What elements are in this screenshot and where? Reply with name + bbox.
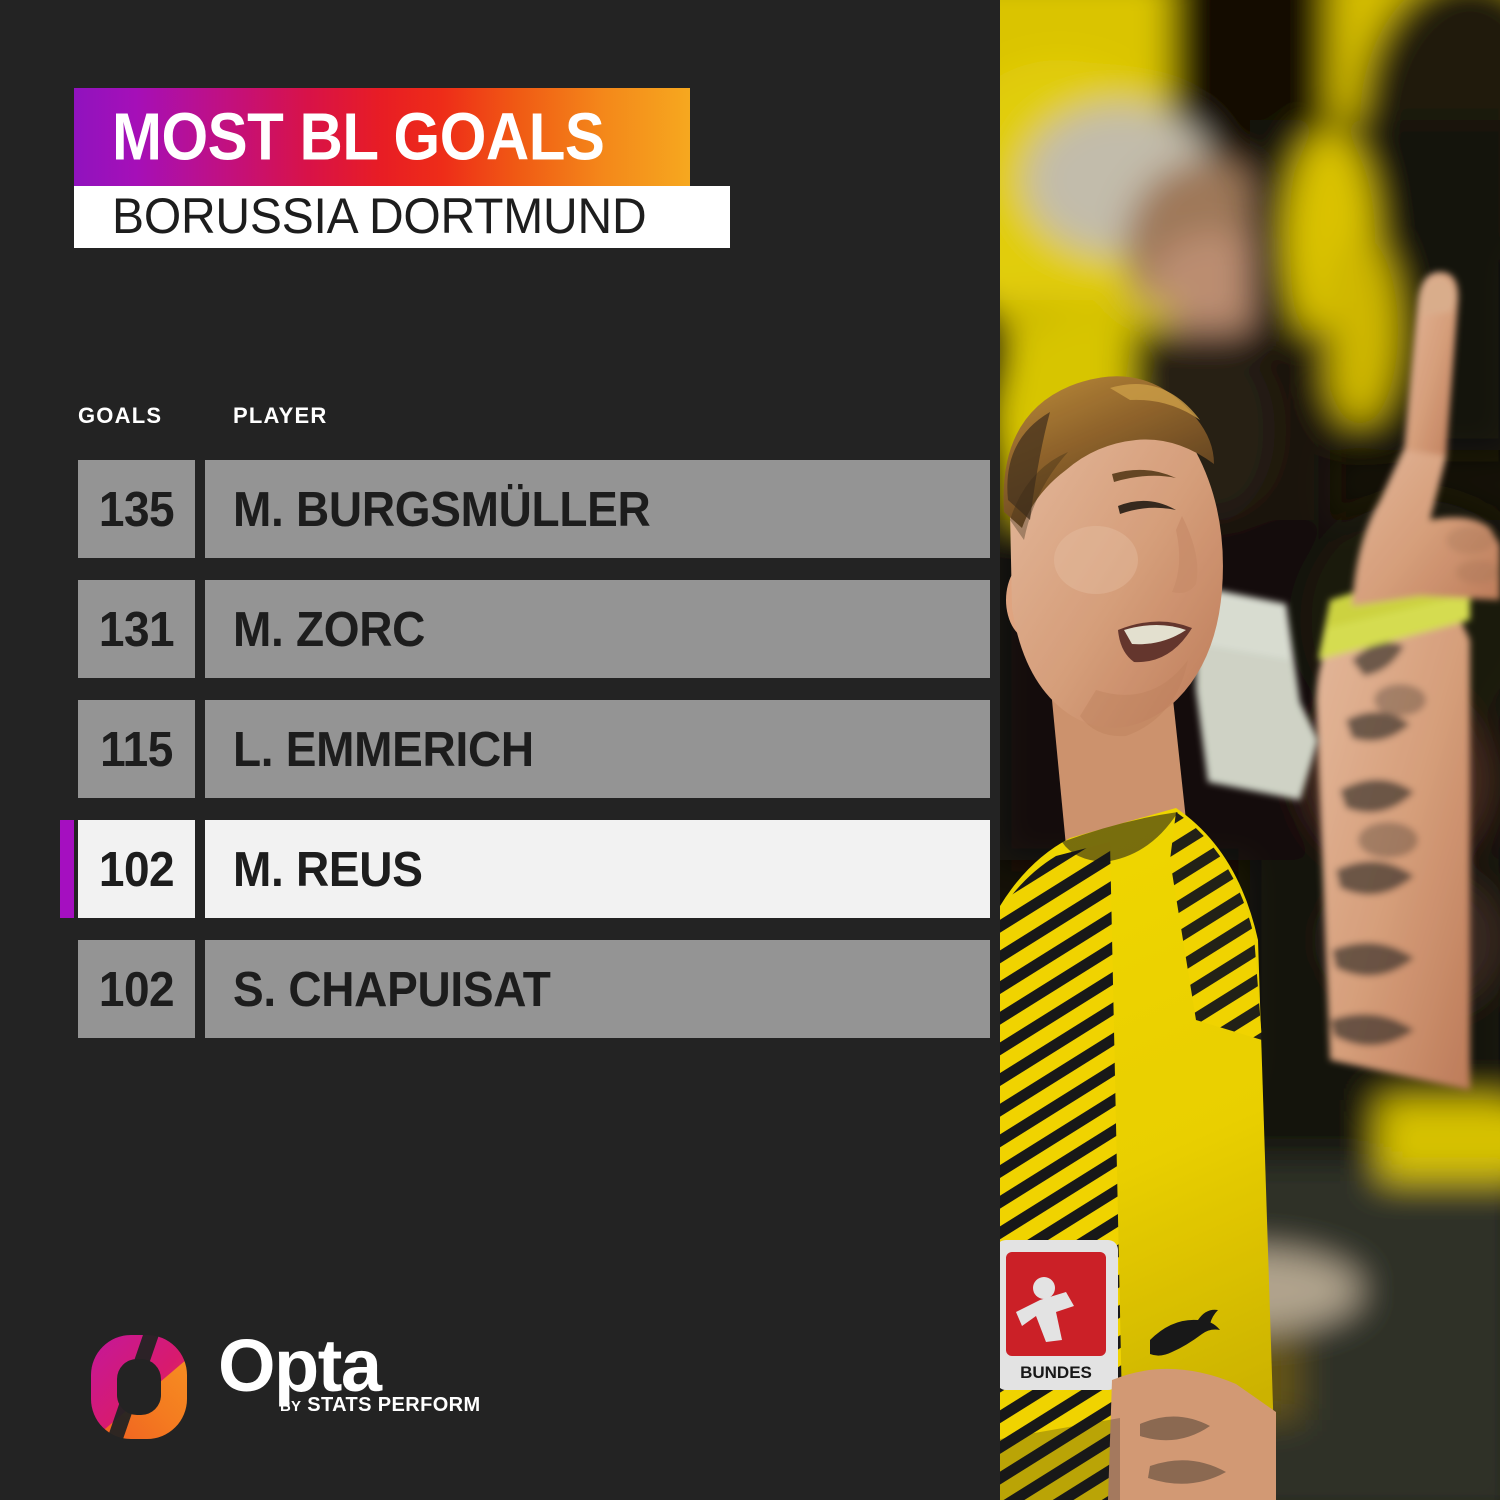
- cell-goals: 115: [78, 700, 195, 798]
- player-name: S. CHAPUISAT: [233, 961, 551, 1017]
- player-name: L. EMMERICH: [233, 721, 534, 777]
- cell-goals: 102: [78, 820, 195, 918]
- subtitle-block: BORUSSIA DORTMUND: [74, 186, 730, 248]
- cell-goals: 131: [78, 580, 195, 678]
- byline-text: STATS PERFORM: [307, 1394, 481, 1416]
- page-subtitle: BORUSSIA DORTMUND: [112, 188, 647, 245]
- column-header-goals: GOALS: [78, 403, 163, 428]
- cell-player: L. EMMERICH: [205, 700, 990, 798]
- table-row-highlighted[interactable]: 102 M. REUS: [60, 820, 990, 918]
- title-gradient-bar: MOST BL GOALS: [74, 88, 690, 186]
- title-block: MOST BL GOALS BORUSSIA DORTMUND: [74, 88, 730, 248]
- player-name: M. REUS: [233, 841, 423, 897]
- cell-player: M. REUS: [205, 820, 990, 918]
- opta-wordmark: Opta BY STATS PERFORM: [218, 1329, 480, 1417]
- goals-value: 135: [98, 481, 175, 537]
- table-row[interactable]: 102 S. CHAPUISAT: [78, 940, 990, 1038]
- page-title: MOST BL GOALS: [112, 98, 605, 174]
- cell-goals: 102: [78, 940, 195, 1038]
- player-name: M. ZORC: [233, 601, 426, 657]
- cell-goals: 135: [78, 460, 195, 558]
- opta-ring-icon: [88, 1332, 190, 1442]
- opta-byline: BY STATS PERFORM: [280, 1394, 481, 1417]
- byline-prefix: BY: [280, 1398, 302, 1415]
- cell-spacer: [195, 820, 205, 918]
- goals-value: 115: [100, 721, 173, 777]
- table-row[interactable]: 135 M. BURGSMÜLLER: [78, 460, 990, 558]
- cell-player: M. ZORC: [205, 580, 990, 678]
- cell-spacer: [195, 700, 205, 798]
- goals-value: 131: [98, 601, 175, 657]
- row-accent-bar: [60, 820, 74, 918]
- opta-logo: Opta BY STATS PERFORM: [88, 1329, 480, 1442]
- player-celebration-photo: BUNDES: [1000, 0, 1500, 1500]
- stats-table: GOALS PLAYER 135 M. BURGSMÜLLER: [60, 405, 990, 1038]
- goals-value: 102: [98, 841, 175, 897]
- cell-spacer: [195, 580, 205, 678]
- goals-value: 102: [98, 961, 175, 1017]
- column-header-player: PLAYER: [233, 403, 328, 428]
- table-body: 135 M. BURGSMÜLLER 131 M. ZORC: [60, 460, 990, 1038]
- table-row[interactable]: 131 M. ZORC: [78, 580, 990, 678]
- table-row[interactable]: 115 L. EMMERICH: [78, 700, 990, 798]
- cell-player: M. BURGSMÜLLER: [205, 460, 990, 558]
- content-panel: MOST BL GOALS BORUSSIA DORTMUND GOALS PL…: [60, 88, 990, 1442]
- player-name: M. BURGSMÜLLER: [233, 481, 651, 537]
- cell-player: S. CHAPUISAT: [205, 940, 990, 1038]
- cell-spacer: [195, 460, 205, 558]
- cell-spacer: [195, 940, 205, 1038]
- table-header: GOALS PLAYER: [78, 405, 990, 447]
- svg-text:BUNDES: BUNDES: [1020, 1363, 1092, 1382]
- opta-text: Opta: [218, 1324, 382, 1407]
